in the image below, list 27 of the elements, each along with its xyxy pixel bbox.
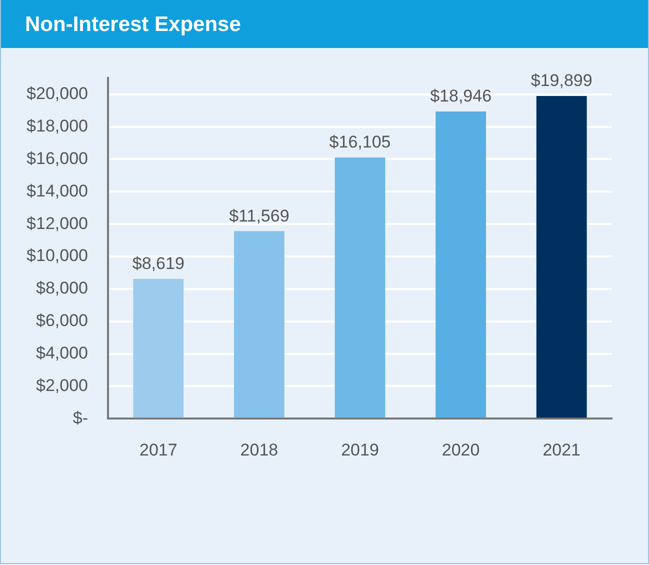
x-tick-label: 2020: [442, 440, 480, 460]
bar: [234, 231, 284, 418]
y-tick-label: $20,000: [26, 84, 88, 104]
bar: [436, 111, 486, 418]
data-label: $19,899: [530, 71, 592, 90]
y-tick-label: $6,000: [36, 311, 88, 330]
y-tick-label: $2,000: [36, 376, 88, 395]
y-tick-label: $4,000: [36, 343, 88, 362]
bar: [133, 278, 184, 418]
x-tick-label: 2017: [139, 440, 178, 460]
bar: [536, 96, 587, 418]
y-tick-label: $12,000: [26, 214, 88, 233]
data-label: $8,619: [132, 254, 184, 274]
y-tick-label: $18,000: [26, 116, 88, 136]
y-tick-label: $16,000: [26, 148, 88, 168]
x-tick-label: 2019: [341, 440, 379, 460]
bar: [334, 158, 386, 418]
data-label: $18,946: [430, 86, 492, 106]
data-label: $11,569: [229, 206, 290, 226]
y-tick-label: $8,000: [36, 278, 88, 298]
chart-title: Non-Interest Expense: [1, 0, 648, 48]
y-tick-label: $10,000: [26, 246, 88, 266]
x-tick-label: 2018: [240, 440, 278, 460]
data-label: $16,105: [329, 132, 391, 152]
y-tick-label: $-: [72, 408, 88, 428]
y-tick-label: $14,000: [26, 181, 88, 200]
x-tick-label: 2021: [542, 440, 581, 460]
